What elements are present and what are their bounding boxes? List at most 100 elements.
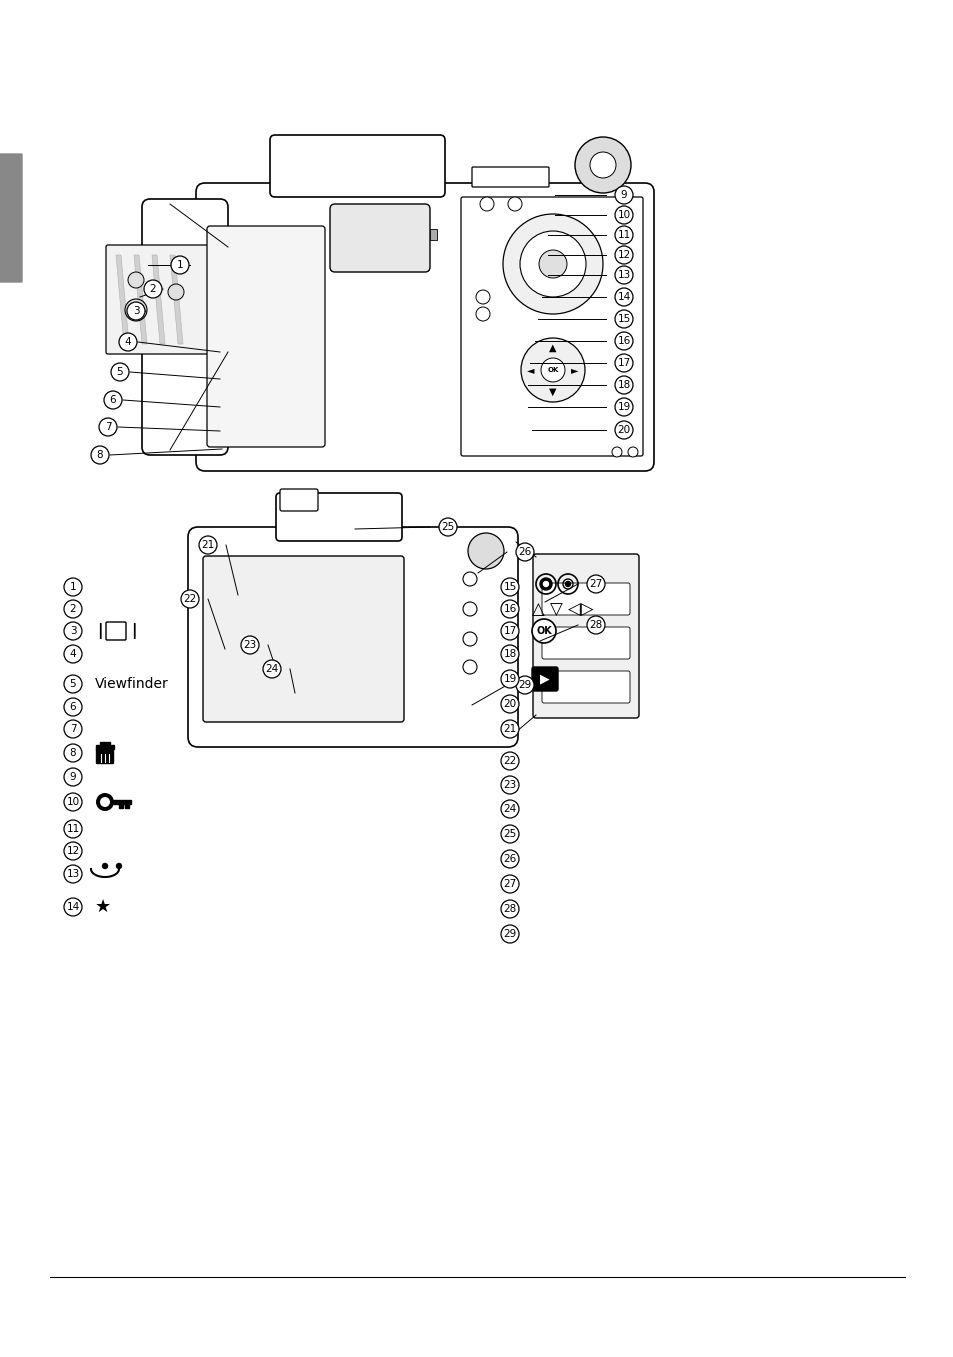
FancyBboxPatch shape [533, 554, 639, 718]
Text: 10: 10 [617, 210, 630, 220]
Circle shape [462, 632, 476, 646]
Circle shape [543, 582, 548, 586]
Circle shape [64, 744, 82, 763]
Polygon shape [170, 255, 183, 345]
Circle shape [64, 768, 82, 786]
Text: 4: 4 [125, 337, 132, 347]
Circle shape [144, 280, 162, 299]
Circle shape [476, 290, 490, 304]
Text: ★: ★ [95, 898, 111, 916]
Polygon shape [152, 255, 165, 345]
Circle shape [586, 575, 604, 593]
Circle shape [500, 695, 518, 712]
Circle shape [565, 582, 570, 586]
Text: 2: 2 [70, 604, 76, 613]
FancyBboxPatch shape [207, 227, 325, 446]
Text: 12: 12 [617, 250, 630, 261]
Text: 27: 27 [503, 879, 517, 889]
Text: 18: 18 [617, 380, 630, 389]
Circle shape [128, 271, 144, 288]
Text: 26: 26 [517, 547, 531, 556]
FancyBboxPatch shape [280, 489, 317, 512]
Circle shape [500, 849, 518, 868]
Circle shape [64, 697, 82, 716]
Circle shape [500, 600, 518, 617]
Circle shape [171, 256, 189, 274]
Circle shape [111, 364, 129, 381]
Circle shape [500, 645, 518, 664]
Circle shape [104, 391, 122, 408]
Text: 25: 25 [441, 522, 455, 532]
Text: OK: OK [536, 626, 551, 636]
Text: 16: 16 [617, 337, 630, 346]
Circle shape [64, 645, 82, 664]
Text: 25: 25 [503, 829, 517, 839]
Circle shape [64, 674, 82, 693]
Circle shape [476, 307, 490, 322]
Circle shape [64, 600, 82, 617]
Text: ▼: ▼ [549, 387, 557, 398]
Text: 27: 27 [589, 579, 602, 589]
Text: 10: 10 [67, 797, 79, 807]
FancyBboxPatch shape [541, 670, 629, 703]
Bar [430, 229, 436, 240]
Circle shape [615, 376, 633, 394]
FancyBboxPatch shape [195, 183, 654, 471]
Circle shape [612, 446, 621, 457]
Circle shape [500, 752, 518, 769]
Circle shape [500, 825, 518, 843]
Text: 19: 19 [617, 402, 630, 413]
Circle shape [199, 536, 216, 554]
Text: ◄: ◄ [527, 365, 535, 375]
Circle shape [119, 332, 137, 351]
Circle shape [64, 841, 82, 860]
Circle shape [500, 622, 518, 641]
Circle shape [64, 792, 82, 811]
Text: 6: 6 [110, 395, 116, 404]
Bar [112, 801, 131, 803]
FancyBboxPatch shape [96, 749, 113, 764]
Circle shape [91, 446, 109, 464]
FancyBboxPatch shape [142, 199, 228, 455]
Circle shape [500, 900, 518, 917]
Text: 3: 3 [70, 626, 76, 636]
Text: 9: 9 [70, 772, 76, 782]
Circle shape [615, 332, 633, 350]
Text: 11: 11 [67, 824, 79, 835]
Circle shape [462, 660, 476, 674]
Text: 26: 26 [503, 854, 517, 864]
Circle shape [99, 418, 117, 436]
Circle shape [538, 250, 566, 278]
Circle shape [502, 214, 602, 313]
Circle shape [64, 820, 82, 839]
Circle shape [100, 797, 110, 807]
Circle shape [575, 137, 630, 193]
Text: 23: 23 [503, 780, 517, 790]
Text: ▶: ▶ [539, 673, 549, 685]
Text: 24: 24 [265, 664, 278, 674]
Text: 14: 14 [67, 902, 79, 912]
Circle shape [540, 358, 564, 383]
Circle shape [438, 518, 456, 536]
Circle shape [516, 676, 534, 693]
FancyBboxPatch shape [0, 153, 22, 282]
Circle shape [615, 206, 633, 224]
Circle shape [500, 670, 518, 688]
Bar [119, 803, 123, 807]
Circle shape [586, 616, 604, 634]
Text: △ ▽ ◁▷: △ ▽ ◁▷ [532, 600, 593, 617]
Circle shape [507, 197, 521, 210]
Circle shape [500, 801, 518, 818]
FancyBboxPatch shape [472, 167, 548, 187]
Text: 7: 7 [105, 422, 112, 432]
Text: 8: 8 [96, 451, 103, 460]
Circle shape [64, 578, 82, 596]
Text: Viewfinder: Viewfinder [95, 677, 169, 691]
Circle shape [500, 578, 518, 596]
Circle shape [589, 152, 616, 178]
FancyBboxPatch shape [203, 556, 403, 722]
Text: 13: 13 [67, 868, 79, 879]
Text: 11: 11 [617, 229, 630, 240]
Circle shape [64, 622, 82, 641]
Text: 21: 21 [503, 725, 517, 734]
